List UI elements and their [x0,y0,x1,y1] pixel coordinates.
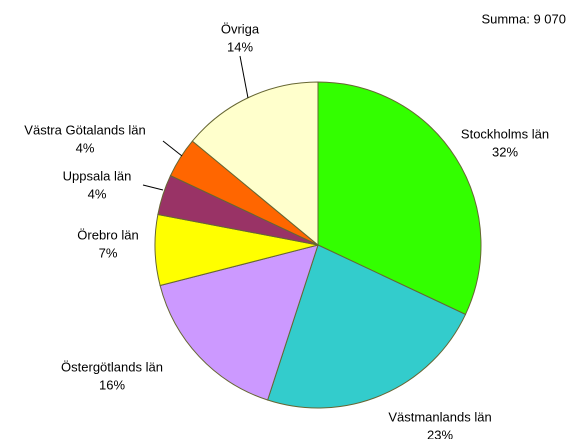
leader-line [162,140,183,157]
slice-value: 23% [427,427,453,439]
pie-slice [191,81,319,247]
slice-label: Västmanlands län [388,409,491,424]
pie-slice [317,81,482,316]
slice-value: 14% [227,39,253,54]
slice-label: Uppsala län [63,168,132,183]
slice-value: 16% [99,377,125,392]
slice-label: Västra Götalands län [24,122,145,137]
annotation: Summa: 9 070 [481,11,566,26]
slice-label: Östergötlands län [61,359,163,374]
slice-value: 4% [76,140,95,155]
slice-label: Övriga [221,21,260,36]
pie-slice [266,244,467,409]
slice-value: 32% [492,144,518,159]
slice-value: 4% [88,186,107,201]
pie-slice [159,244,319,401]
slice-label: Örebro län [77,227,138,242]
slice-value: 7% [99,245,118,260]
slice-label: Stockholms län [461,126,549,141]
leader-line [239,55,249,99]
leader-line [142,184,164,191]
